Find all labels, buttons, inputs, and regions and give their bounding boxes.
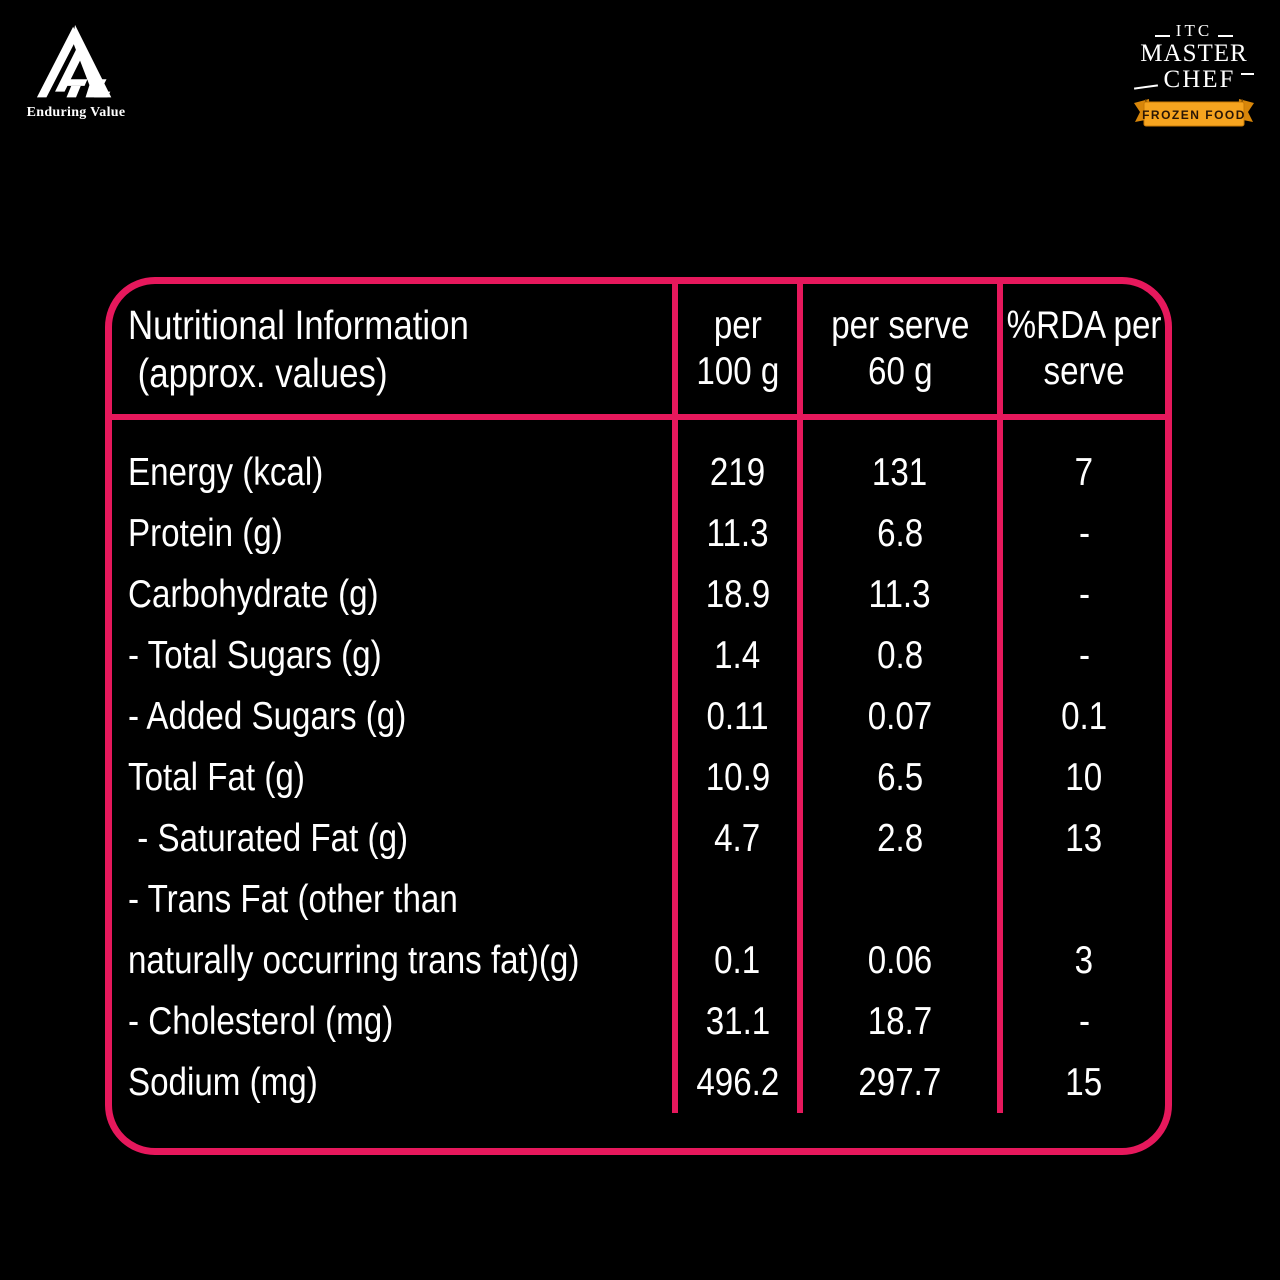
value-per-serve: 0.8 xyxy=(797,625,997,686)
value-rda-per-serve xyxy=(997,869,1165,930)
value-rda-per-serve: - xyxy=(997,991,1165,1052)
spacer-cell xyxy=(797,420,997,442)
row-label: - Added Sugars (g) xyxy=(128,694,407,738)
column-header-3: %RDA per serve xyxy=(997,284,1165,420)
row-label: Carbohydrate (g) xyxy=(128,572,379,616)
value-rda-per-serve: 7 xyxy=(997,442,1165,503)
value-rda-per-serve: - xyxy=(997,564,1165,625)
value-per-serve xyxy=(797,869,997,930)
masterchef-chef-row: CHEF xyxy=(1130,66,1258,94)
row-label: - Trans Fat (other than xyxy=(128,877,458,921)
spacer-cell xyxy=(997,420,1165,442)
value-per-serve: 2.8 xyxy=(797,808,997,869)
value-rda-per-serve: 13 xyxy=(997,808,1165,869)
value-rda-per-serve: - xyxy=(997,625,1165,686)
right-rule-icon xyxy=(1218,34,1234,37)
value-rda-per-serve: 10 xyxy=(997,747,1165,808)
value-per-serve: 297.7 xyxy=(797,1052,997,1113)
masterchef-logo: ITC MASTER CHEF FROZEN FOOD xyxy=(1130,22,1258,128)
masterchef-chef-text: CHEF xyxy=(1163,66,1236,94)
value-per-100g: 4.7 xyxy=(672,808,797,869)
value-per-100g: 10.9 xyxy=(672,747,797,808)
row-label: - Saturated Fat (g) xyxy=(128,816,409,860)
row-label: - Cholesterol (mg) xyxy=(128,999,394,1043)
value-per-serve: 6.8 xyxy=(797,503,997,564)
left-rule-icon xyxy=(1154,34,1170,37)
value-per-serve: 6.5 xyxy=(797,747,997,808)
value-rda-per-serve: 0.1 xyxy=(997,686,1165,747)
masterchef-itc-text: ITC xyxy=(1175,21,1213,40)
value-per-100g: 0.11 xyxy=(672,686,797,747)
table-title: Nutritional Information (approx. values) xyxy=(112,284,672,420)
itc-corporate-logo: Enduring Value xyxy=(26,22,126,121)
column-header-2: per serve 60 g xyxy=(797,284,997,420)
value-per-100g: 18.9 xyxy=(672,564,797,625)
column-header-1: per 100 g xyxy=(672,284,797,420)
row-label: Energy (kcal) xyxy=(128,450,324,494)
value-per-serve: 18.7 xyxy=(797,991,997,1052)
row-label: Sodium (mg) xyxy=(128,1060,318,1104)
value-rda-per-serve: 3 xyxy=(997,930,1165,991)
row-label: naturally occurring trans fat)(g) xyxy=(128,938,580,982)
frozen-food-ribbon-icon: FROZEN FOOD xyxy=(1134,98,1254,126)
value-rda-per-serve: 15 xyxy=(997,1052,1165,1113)
value-per-serve: 0.07 xyxy=(797,686,997,747)
value-per-100g: 31.1 xyxy=(672,991,797,1052)
value-per-100g: 496.2 xyxy=(672,1052,797,1113)
value-per-100g: 0.1 xyxy=(672,930,797,991)
value-rda-per-serve: - xyxy=(997,503,1165,564)
nutritional-information-table: Nutritional Information (approx. values)… xyxy=(105,277,1172,1155)
row-label: - Total Sugars (g) xyxy=(128,633,382,677)
swash-icon xyxy=(1133,84,1158,91)
value-per-serve: 11.3 xyxy=(797,564,997,625)
itc-triangle-icon xyxy=(36,24,112,98)
spacer-cell xyxy=(672,420,797,442)
value-per-100g: 219 xyxy=(672,442,797,503)
row-label: Total Fat (g) xyxy=(128,755,305,799)
masterchef-top-row: ITC xyxy=(1130,22,1258,39)
value-per-serve: 131 xyxy=(797,442,997,503)
value-per-100g xyxy=(672,869,797,930)
spacer-cell xyxy=(112,420,672,442)
masterchef-master-text: MASTER xyxy=(1140,40,1248,67)
value-per-100g: 1.4 xyxy=(672,625,797,686)
value-per-serve: 0.06 xyxy=(797,930,997,991)
row-label: Protein (g) xyxy=(128,511,283,555)
itc-tagline: Enduring Value xyxy=(26,105,126,120)
right-rule-icon xyxy=(1241,73,1255,76)
value-per-100g: 11.3 xyxy=(672,503,797,564)
frozen-food-banner-text: FROZEN FOOD xyxy=(1142,108,1246,122)
